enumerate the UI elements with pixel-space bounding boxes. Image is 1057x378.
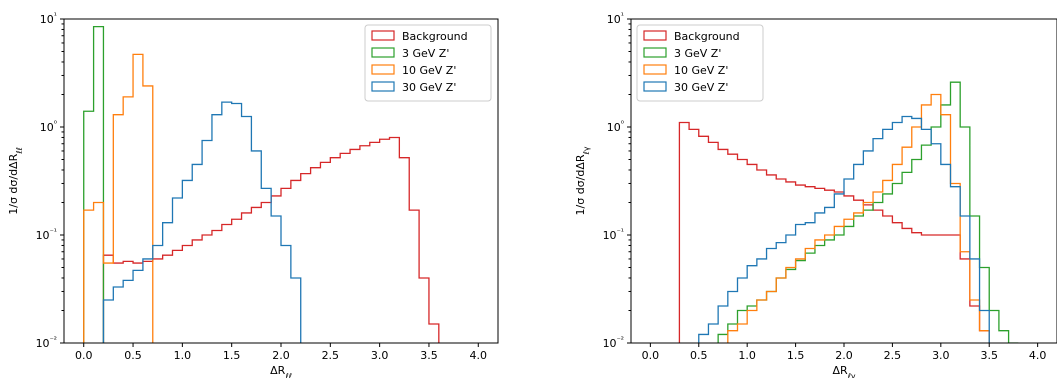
left-chart: 0.0 0.5 1.0 1.5 2.0 2.5 3.0 3.5 4.0 10⁻² 10⁻¹ 10⁰ 10… — [7, 11, 499, 378]
legend-swatch — [643, 64, 667, 75]
y-tick-label: 10⁻¹ — [603, 227, 624, 242]
legend-label: 10 GeV Z' — [674, 64, 728, 77]
x-tick-label: 2.0 — [272, 349, 290, 362]
x-tick-label: 1.0 — [174, 349, 192, 362]
series-line-0 — [102, 136, 440, 343]
x-tick-label: 1.0 — [738, 349, 756, 362]
legend: Background 3 GeV Z' 10 GeV Z' 30 GeV Z' — [364, 24, 492, 102]
legend-frame — [636, 24, 764, 102]
series-line-0 — [678, 121, 990, 343]
x-tick-label: 3.5 — [420, 349, 438, 362]
x-tick-label: 3.0 — [371, 349, 389, 362]
x-tick-label: 2.0 — [835, 349, 853, 362]
series-line-1 — [83, 25, 105, 343]
y-tick-label: 10⁻² — [36, 335, 57, 350]
x-tick-label: 1.5 — [223, 349, 241, 362]
legend: Background 3 GeV Z' 10 GeV Z' 30 GeV Z' — [636, 24, 764, 102]
y-tick-label: 10¹ — [607, 11, 624, 26]
x-axis-label: ΔRℓℓ — [270, 364, 292, 378]
legend-swatch — [371, 81, 395, 92]
x-tick-label: 0.0 — [75, 349, 93, 362]
legend-swatch — [371, 30, 395, 41]
x-tick-label: 2.5 — [322, 349, 340, 362]
x-tick-label: 4.0 — [470, 349, 488, 362]
legend-swatch — [643, 30, 667, 41]
y-tick-label: 10⁰ — [40, 119, 57, 134]
legend-frame — [364, 24, 492, 102]
y-tick-label: 10¹ — [40, 11, 57, 26]
x-tick-label: 2.5 — [884, 349, 902, 362]
series-group — [83, 25, 440, 343]
legend-label: 30 GeV Z' — [674, 81, 728, 94]
y-tick-label: 10⁻¹ — [36, 227, 57, 242]
right-chart: 0.0 0.5 1.0 1.5 2.0 2.5 3.0 3.5 4.0 10⁻² 10⁻¹ 10⁰ 10… — [574, 11, 1057, 378]
series-line-2 — [727, 93, 990, 343]
x-tick-label: 4.0 — [1029, 349, 1047, 362]
x-tick-label: 0.5 — [690, 349, 708, 362]
legend-label: 30 GeV Z' — [402, 81, 456, 94]
series-group — [678, 81, 1019, 343]
y-tick-label: 10⁰ — [607, 119, 624, 134]
legend-label: 3 GeV Z' — [674, 47, 721, 60]
x-axis-label: ΔRℓγ — [832, 364, 855, 378]
series-line-3 — [698, 115, 990, 343]
y-axis-label: 1/σ dσ/dΔRℓℓ — [7, 147, 24, 215]
series-line-3 — [102, 101, 302, 343]
legend-swatch — [643, 47, 667, 58]
y-tick-label: 10⁻² — [603, 335, 624, 350]
legend-swatch — [371, 47, 395, 58]
x-tick-label: 3.0 — [932, 349, 950, 362]
x-tick-label: 3.5 — [980, 349, 998, 362]
legend-label: Background — [674, 30, 740, 43]
x-tick-label: 1.5 — [787, 349, 805, 362]
series-line-1 — [717, 81, 1019, 343]
legend-swatch — [371, 64, 395, 75]
legend-label: 3 GeV Z' — [402, 47, 449, 60]
x-tick-label: 0.5 — [124, 349, 142, 362]
x-tick-label: 0.0 — [642, 349, 660, 362]
series-line-2 — [83, 53, 154, 343]
y-axis-label: 1/σ dσ/dΔRℓγ — [574, 146, 591, 215]
legend-swatch — [643, 81, 667, 92]
legend-label: Background — [402, 30, 468, 43]
legend-label: 10 GeV Z' — [402, 64, 456, 77]
